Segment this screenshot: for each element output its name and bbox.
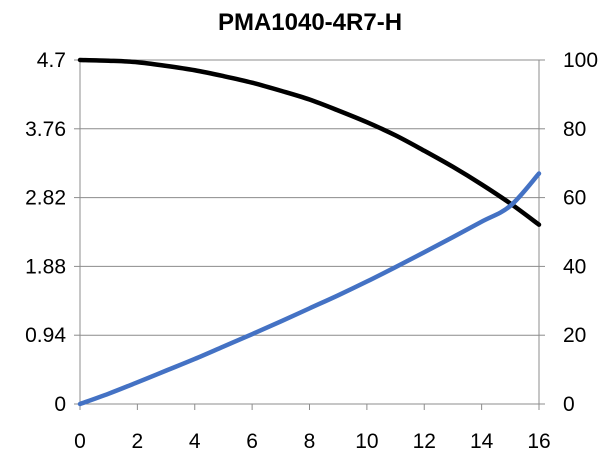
series-layer xyxy=(77,57,542,407)
y-tick-label-right: 40 xyxy=(563,255,586,278)
x-tick-label: 14 xyxy=(470,430,494,451)
y-axis-left-ticks: 0 0.94 1.88 2.82 3.76 4.7 xyxy=(25,49,66,416)
x-tick-label: 6 xyxy=(246,430,258,451)
y-tick-label-right: 80 xyxy=(563,118,586,141)
y-tick-label-left: 3.76 xyxy=(25,118,66,141)
series-line-2 xyxy=(77,171,542,407)
axes xyxy=(74,59,545,410)
x-tick-label: 2 xyxy=(132,430,144,451)
y-tick-label-left: 1.88 xyxy=(25,255,66,278)
y-axis-right-ticks: 0 20 40 60 80 100 xyxy=(563,49,598,416)
y-tick-label-right: 100 xyxy=(563,49,598,72)
y-tick-label-right: 20 xyxy=(563,324,586,347)
x-tick-label: 16 xyxy=(527,430,550,451)
gridlines xyxy=(80,59,539,405)
x-tick-label: 8 xyxy=(304,430,316,451)
x-tick-label: 0 xyxy=(74,430,86,451)
y-tick-label-right: 60 xyxy=(563,187,586,210)
x-tick-label: 10 xyxy=(355,430,378,451)
y-tick-label-left: 0 xyxy=(54,393,66,416)
x-tick-label: 4 xyxy=(189,430,201,451)
series-line-1 xyxy=(77,57,542,227)
y-tick-label-left: 0.94 xyxy=(25,324,66,347)
y-tick-label-left: 2.82 xyxy=(25,187,66,210)
x-tick-label: 12 xyxy=(413,430,436,451)
chart-title: PMA1040-4R7-H xyxy=(218,9,402,36)
x-axis-ticks: 0 2 4 6 8 10 12 14 16 xyxy=(74,430,551,451)
y-tick-label-right: 0 xyxy=(563,393,575,416)
y-tick-label-left: 4.7 xyxy=(37,49,66,72)
